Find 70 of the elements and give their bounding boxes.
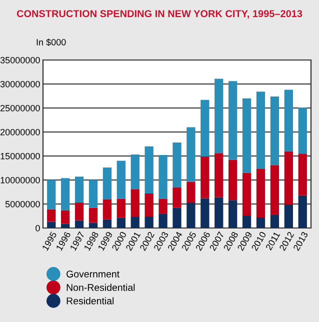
bar [144, 216, 154, 228]
bar [158, 214, 168, 228]
y-tick-label: 25000000 [0, 104, 40, 112]
y-axis-title: In $000 [36, 38, 66, 46]
bar [214, 78, 224, 154]
y-tick-label: 20000000 [0, 128, 40, 136]
bar [256, 92, 266, 169]
y-tick-label: 30000000 [0, 80, 40, 88]
bar [74, 220, 84, 228]
bar [228, 200, 238, 228]
bar [74, 202, 84, 220]
bar [270, 165, 280, 215]
y-tick-label: 35000000 [0, 56, 40, 64]
bar [256, 168, 266, 218]
bar [298, 195, 307, 228]
bar [102, 168, 112, 200]
bar [144, 193, 154, 216]
bar [102, 199, 112, 220]
bar [102, 219, 112, 228]
bar [214, 197, 224, 228]
bar [130, 189, 140, 217]
bar [47, 209, 56, 222]
bar [284, 151, 293, 204]
bar [116, 198, 126, 218]
bar [74, 176, 84, 203]
bar [186, 182, 196, 203]
legend-label: Government [66, 270, 120, 278]
bar [172, 208, 182, 228]
bar [186, 202, 196, 228]
bar [200, 100, 210, 156]
y-tick-label: 5000000 [5, 200, 40, 208]
bar [200, 198, 210, 228]
chart-title: CONSTRUCTION SPENDING IN NEW YORK CITY, 1995–2013 [16, 10, 302, 19]
bar [270, 96, 280, 166]
bar [228, 160, 238, 200]
bar [47, 180, 56, 210]
bar [256, 217, 266, 228]
y-tick-label: 0 [36, 224, 40, 232]
bar [88, 208, 98, 223]
bar [172, 187, 182, 208]
bar [61, 224, 70, 228]
bar [61, 210, 70, 224]
bar [116, 218, 126, 228]
bar [242, 172, 252, 216]
bar [284, 204, 293, 228]
bar [47, 222, 56, 228]
bar [200, 156, 210, 198]
bar [242, 216, 252, 228]
bar [130, 154, 140, 190]
legend-label: Non-Residential [66, 284, 135, 291]
bar [158, 198, 168, 214]
bar [172, 142, 182, 188]
bar [130, 216, 140, 228]
y-tick-label: 10000000 [0, 176, 40, 184]
bar [298, 108, 307, 154]
bar [61, 178, 70, 210]
bar [186, 127, 196, 182]
bar [88, 222, 98, 228]
legend-label: Residential [66, 297, 114, 304]
bar [88, 180, 98, 208]
bar [158, 155, 168, 199]
bar [214, 153, 224, 198]
bar [242, 98, 252, 173]
bar [116, 160, 126, 199]
bar [298, 154, 307, 196]
bar [144, 146, 154, 194]
y-tick-label: 15000000 [0, 152, 40, 160]
bar [270, 214, 280, 228]
bar [284, 90, 293, 152]
bar [228, 81, 238, 160]
